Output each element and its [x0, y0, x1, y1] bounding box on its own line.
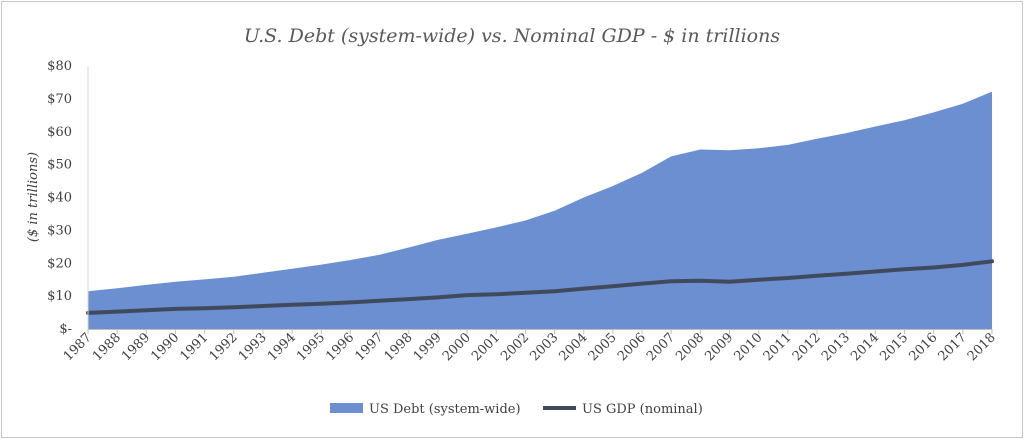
y-axis-label: ($ in trillions) — [26, 152, 41, 242]
x-tick-label: 1994 — [265, 330, 299, 364]
chart-title: U.S. Debt (system-wide) vs. Nominal GDP … — [244, 25, 780, 47]
gdp-line-series — [86, 259, 994, 315]
x-tick-label: 1995 — [294, 330, 328, 364]
legend: US Debt (system-wide) US GDP (nominal) — [330, 402, 703, 417]
y-tick-label: $- — [59, 322, 72, 337]
x-tick-label: 2008 — [673, 330, 707, 364]
legend-label-gdp: US GDP (nominal) — [582, 402, 703, 417]
x-tick-label: 2005 — [586, 330, 620, 364]
x-tick-label: 1990 — [148, 330, 182, 364]
x-tick-label: 1992 — [207, 330, 241, 364]
x-tick-label: 1993 — [236, 330, 270, 364]
x-tick-label: 2009 — [702, 330, 736, 364]
x-tick-label: 1996 — [323, 330, 357, 364]
x-tick-label: 2018 — [965, 330, 999, 364]
legend-swatch-debt — [330, 403, 363, 413]
y-tick-label: $40 — [47, 191, 72, 206]
x-tick-label: 1989 — [119, 330, 153, 364]
y-tick-label: $30 — [47, 223, 72, 238]
x-tick-label: 2006 — [615, 330, 649, 364]
y-tick-label: $20 — [47, 256, 72, 271]
y-tick-label: $70 — [47, 92, 72, 107]
x-tick-label: 2017 — [936, 330, 970, 364]
x-tick-label: 2007 — [644, 330, 678, 364]
x-tick-label: 1998 — [382, 330, 416, 364]
x-tick-label: 2012 — [790, 330, 824, 364]
y-tick-label: $80 — [47, 59, 72, 74]
y-tick-label: $50 — [47, 158, 72, 173]
x-tick-label: 2013 — [819, 330, 853, 364]
x-tick-label: 1999 — [411, 330, 445, 364]
x-tick-label: 1997 — [352, 330, 386, 364]
x-tick-label: 2001 — [469, 330, 503, 364]
x-tick-label: 2004 — [557, 330, 591, 364]
x-tick-label: 1988 — [90, 330, 124, 364]
x-tick-label: 2010 — [732, 330, 766, 364]
debt-area-series — [88, 91, 992, 329]
y-tick-label: $60 — [47, 125, 72, 140]
x-tick-label: 2011 — [761, 330, 795, 364]
x-tick-label: 2014 — [848, 330, 882, 364]
plot-area — [86, 91, 994, 329]
legend-label-debt: US Debt (system-wide) — [369, 402, 521, 417]
x-tick-label: 2002 — [498, 330, 532, 364]
x-tick-label: 1991 — [177, 330, 211, 364]
x-tick-label: 2000 — [440, 330, 474, 364]
x-tick-label: 2016 — [907, 330, 941, 364]
x-tick-label: 2003 — [527, 330, 561, 364]
y-tick-label: $10 — [47, 289, 72, 304]
x-tick-label: 2015 — [877, 330, 911, 364]
